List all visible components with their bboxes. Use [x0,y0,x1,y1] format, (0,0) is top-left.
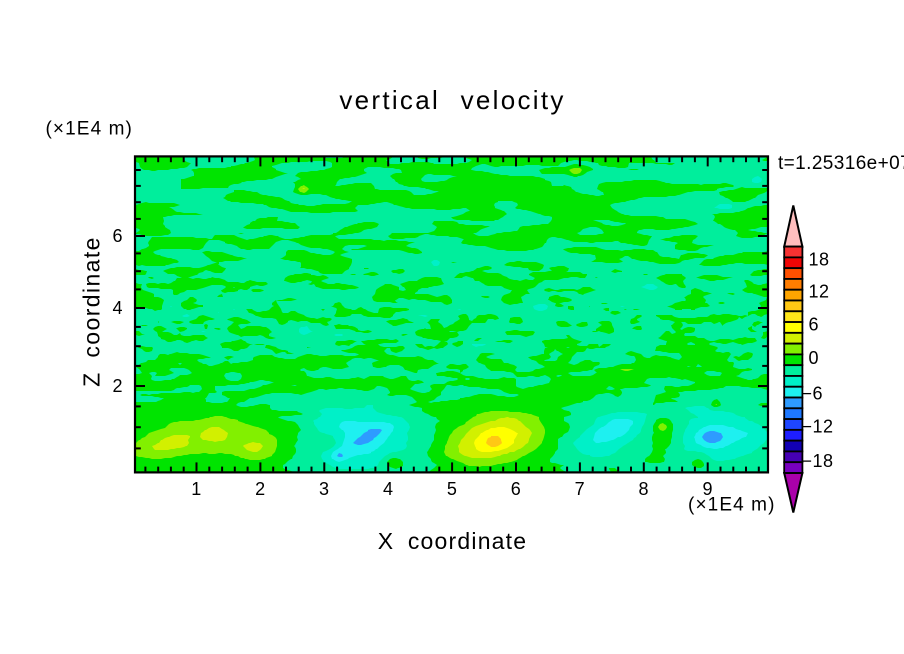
svg-text:6: 6 [112,226,123,246]
svg-text:t=1.25316e+07: t=1.25316e+07 [778,153,904,174]
svg-text:X coordinate: X coordinate [378,528,528,554]
svg-text:6: 6 [511,479,522,499]
svg-text:2: 2 [255,479,266,499]
svg-text:−18: −18 [802,451,834,471]
svg-text:4: 4 [383,479,394,499]
svg-text:18: 18 [809,249,830,269]
svg-text:−6: −6 [802,383,824,403]
svg-text:12: 12 [809,282,830,302]
svg-text:(×1E4 m): (×1E4 m) [688,495,775,516]
svg-text:7: 7 [575,479,586,499]
svg-text:8: 8 [639,479,650,499]
svg-text:vertical velocity: vertical velocity [339,85,565,115]
svg-text:−12: −12 [802,416,834,436]
svg-text:6: 6 [809,314,820,334]
svg-text:4: 4 [112,298,123,318]
svg-text:3: 3 [319,479,330,499]
svg-text:1: 1 [191,479,202,499]
svg-text:2: 2 [112,376,123,396]
svg-text:9: 9 [702,479,713,499]
svg-text:(×1E4 m): (×1E4 m) [46,119,133,140]
svg-text:0: 0 [809,348,820,368]
svg-text:5: 5 [447,479,458,499]
svg-text:Z coordinate: Z coordinate [79,236,105,387]
